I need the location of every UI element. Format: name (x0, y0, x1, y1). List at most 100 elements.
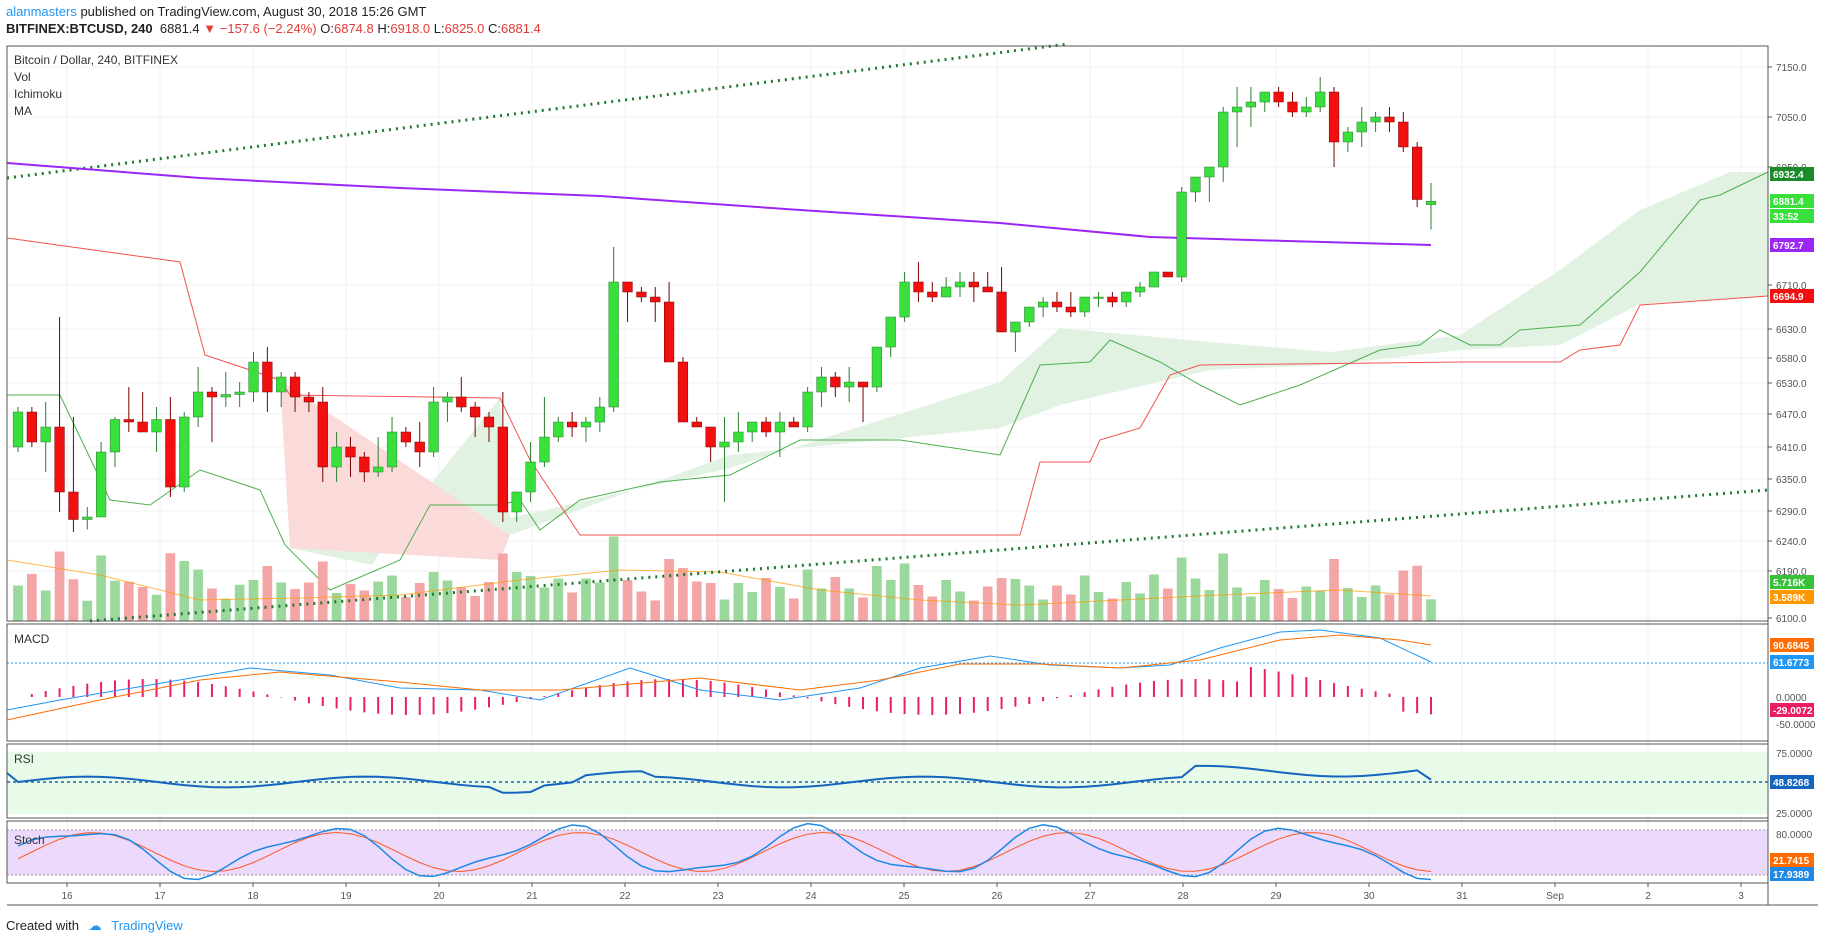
tag-histogram-bg (1770, 703, 1814, 717)
time-tick-label: 30 (1363, 891, 1375, 902)
pane-tick-label: 0.0000 (1776, 693, 1807, 704)
price-axis[interactable]: 7150.07050.06950.06710.06630.06580.06530… (1768, 63, 1816, 881)
candle-body (192, 391, 204, 418)
moving-average (6, 162, 1432, 246)
candle-body (1038, 301, 1049, 308)
volume-bar (123, 581, 134, 621)
volume-bar (1107, 598, 1118, 621)
volume-bar (594, 582, 605, 621)
candle-body (622, 281, 633, 293)
macd-pane (6, 629, 1768, 721)
rsi-line (6, 764, 1432, 794)
symbol-label: BITFINEX:BTCUSD, 240 (6, 21, 153, 36)
high-label: H: (377, 21, 391, 36)
candle-body (1384, 116, 1395, 123)
volume-bar (262, 566, 273, 621)
signal-line (6, 634, 1432, 721)
volume-bar (68, 579, 79, 621)
volume-bar (636, 591, 647, 621)
candle-body (844, 381, 855, 388)
volume-bar (1343, 588, 1353, 621)
candle-body (317, 401, 328, 468)
tag-rsi: 48.8268 (1773, 778, 1810, 789)
tag-countdown: 33:52 (1773, 212, 1799, 223)
volume-bar (969, 600, 979, 621)
cloud-bear-area (7, 238, 510, 560)
pane-tick-label: 80.0000 (1776, 830, 1813, 841)
published-text: published on TradingView.com, August 30,… (80, 4, 427, 19)
created-with-text: Created with (6, 918, 79, 933)
candle-body (525, 461, 536, 493)
legend-ma[interactable]: MA (14, 104, 32, 118)
lower-trendline (89, 488, 1769, 623)
stoch-label[interactable]: Stoch (14, 833, 45, 847)
candle-body (1356, 121, 1367, 133)
volume-bar (1024, 585, 1035, 621)
volume-bar (622, 580, 633, 621)
candle-body (691, 421, 702, 428)
tag-macd-bg (1770, 655, 1814, 669)
tradingview-brand-link[interactable]: TradingView (111, 918, 183, 933)
tag-ma: 6792.7 (1773, 241, 1804, 252)
price-tick-label: 6710.0 (1776, 281, 1807, 292)
tag-volume-ma: 3.589K (1773, 593, 1806, 604)
volume-bar (705, 583, 716, 621)
volume-bar (1038, 599, 1048, 621)
candle-body (1301, 106, 1312, 113)
volume-bar (179, 561, 190, 621)
volume-bar (1204, 590, 1215, 621)
legend-vol[interactable]: Vol (14, 70, 31, 84)
volume-bars (6, 536, 1436, 621)
volume-bar (678, 568, 688, 621)
candle-body (1190, 176, 1201, 193)
volume-bar (1246, 596, 1256, 621)
volume-bar (276, 582, 287, 621)
candle-body (913, 281, 924, 293)
candle-body (594, 406, 605, 423)
time-axis[interactable]: 16 17 18 19 20 21 22 23 24 25 26 27 28 29 30 31 Sep 2 3 (61, 883, 1744, 902)
legend-ichimoku[interactable]: Ichimoku (14, 87, 62, 101)
candle-body (400, 431, 411, 443)
tradingview-logo-icon[interactable]: ☁ (88, 918, 102, 933)
volume-bar (151, 594, 162, 621)
macd-label[interactable]: MACD (14, 632, 50, 646)
candle-body (206, 391, 218, 398)
price-tick-label: 7150.0 (1776, 63, 1807, 74)
candle-body (483, 416, 495, 428)
volume-bar (456, 587, 467, 621)
footer: Created with ☁ TradingView (6, 918, 183, 934)
pane-tick-label: 25.0000 (1776, 809, 1813, 820)
volume-bar (373, 581, 384, 621)
volume-bar (470, 596, 480, 621)
macd-line (6, 629, 1432, 711)
volume-bar (1426, 599, 1436, 621)
author-link[interactable]: alanmasters (6, 4, 77, 19)
price-tick-label: 6350.0 (1776, 475, 1807, 486)
volume-bar (1149, 574, 1159, 621)
candle-body (650, 296, 661, 303)
rsi-label[interactable]: RSI (14, 752, 34, 766)
volume-bar (885, 580, 896, 621)
candle-body (109, 419, 121, 453)
legend-title[interactable]: Bitcoin / Dollar, 240, BITFINEX (14, 53, 178, 67)
volume-bar (1135, 593, 1145, 621)
volume-bar (484, 582, 494, 621)
price-tick-label: 6240.0 (1776, 537, 1807, 548)
candle-body (636, 291, 647, 298)
volume-bar (858, 597, 868, 621)
candle-body (1121, 291, 1132, 303)
symbol-header: BITFINEX:BTCUSD, 240 6881.4 ▼ −157.6 (−2… (6, 21, 541, 36)
tag-signal: 90.6845 (1773, 641, 1810, 652)
tag-macd: 61.6773 (1773, 658, 1810, 669)
price-tick-label: 6530.0 (1776, 379, 1807, 390)
candle-body (830, 376, 841, 388)
volume-bar (40, 590, 51, 621)
candle-body (414, 441, 425, 453)
candle-body (179, 416, 190, 488)
candle-body (456, 396, 467, 408)
tag-last-price: 6881.4 (1773, 197, 1804, 208)
candle-body (774, 421, 786, 433)
volume-bar (414, 583, 425, 621)
candle-body (373, 466, 384, 473)
